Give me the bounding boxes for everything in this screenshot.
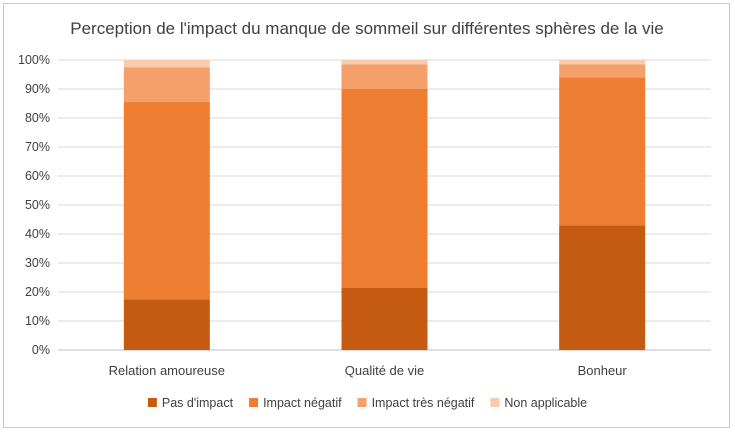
y-tick-label: 30% (25, 256, 50, 270)
x-axis-category-labels: Relation amoureuse Qualité de vie Bonheur (109, 363, 628, 378)
bar-segment (559, 60, 646, 65)
legend-swatch (249, 398, 259, 407)
bar-segment (123, 299, 210, 350)
chart-container: Perception de l'impact du manque de somm… (3, 3, 730, 428)
y-axis-tick-labels: 0% 10% 20% 30% 40% 50% 60% 70% 80% 90% 100% (18, 53, 50, 357)
legend-swatch (490, 398, 500, 407)
bar-segment (559, 225, 646, 350)
y-tick-label: 60% (25, 169, 50, 183)
y-tick-label: 70% (25, 140, 50, 154)
y-tick-label: 0% (32, 343, 50, 357)
y-tick-label: 40% (25, 227, 50, 241)
stacked-bar-chart: Perception de l'impact du manque de somm… (18, 19, 711, 410)
legend: Pas d'impact Impact négatif Impact très né… (147, 396, 587, 410)
legend-swatch (147, 398, 157, 407)
legend-swatch (357, 398, 367, 407)
y-tick-label: 50% (25, 198, 50, 212)
bar-segment (341, 89, 428, 288)
bar-segment (123, 102, 210, 300)
y-tick-label: 80% (25, 111, 50, 125)
bar-segment (123, 60, 210, 68)
legend-label: Impact très négatif (372, 396, 475, 410)
bar-segment (341, 60, 428, 65)
x-category-label: Qualité de vie (345, 363, 425, 378)
x-category-label: Bonheur (578, 363, 628, 378)
bar-segment (341, 64, 428, 89)
y-tick-label: 20% (25, 285, 50, 299)
legend-label: Non applicable (504, 396, 587, 410)
bar-segment (123, 67, 210, 103)
bars (123, 60, 646, 350)
y-tick-label: 90% (25, 82, 50, 96)
bar-segment (559, 77, 646, 226)
x-category-label: Relation amoureuse (109, 363, 225, 378)
y-tick-label: 10% (25, 314, 50, 328)
y-tick-label: 100% (18, 53, 50, 67)
chart-title: Perception de l'impact du manque de somm… (70, 19, 664, 38)
legend-label: Pas d'impact (162, 396, 234, 410)
legend-label: Impact négatif (263, 396, 342, 410)
bar-segment (341, 287, 428, 350)
bar-segment (559, 64, 646, 78)
